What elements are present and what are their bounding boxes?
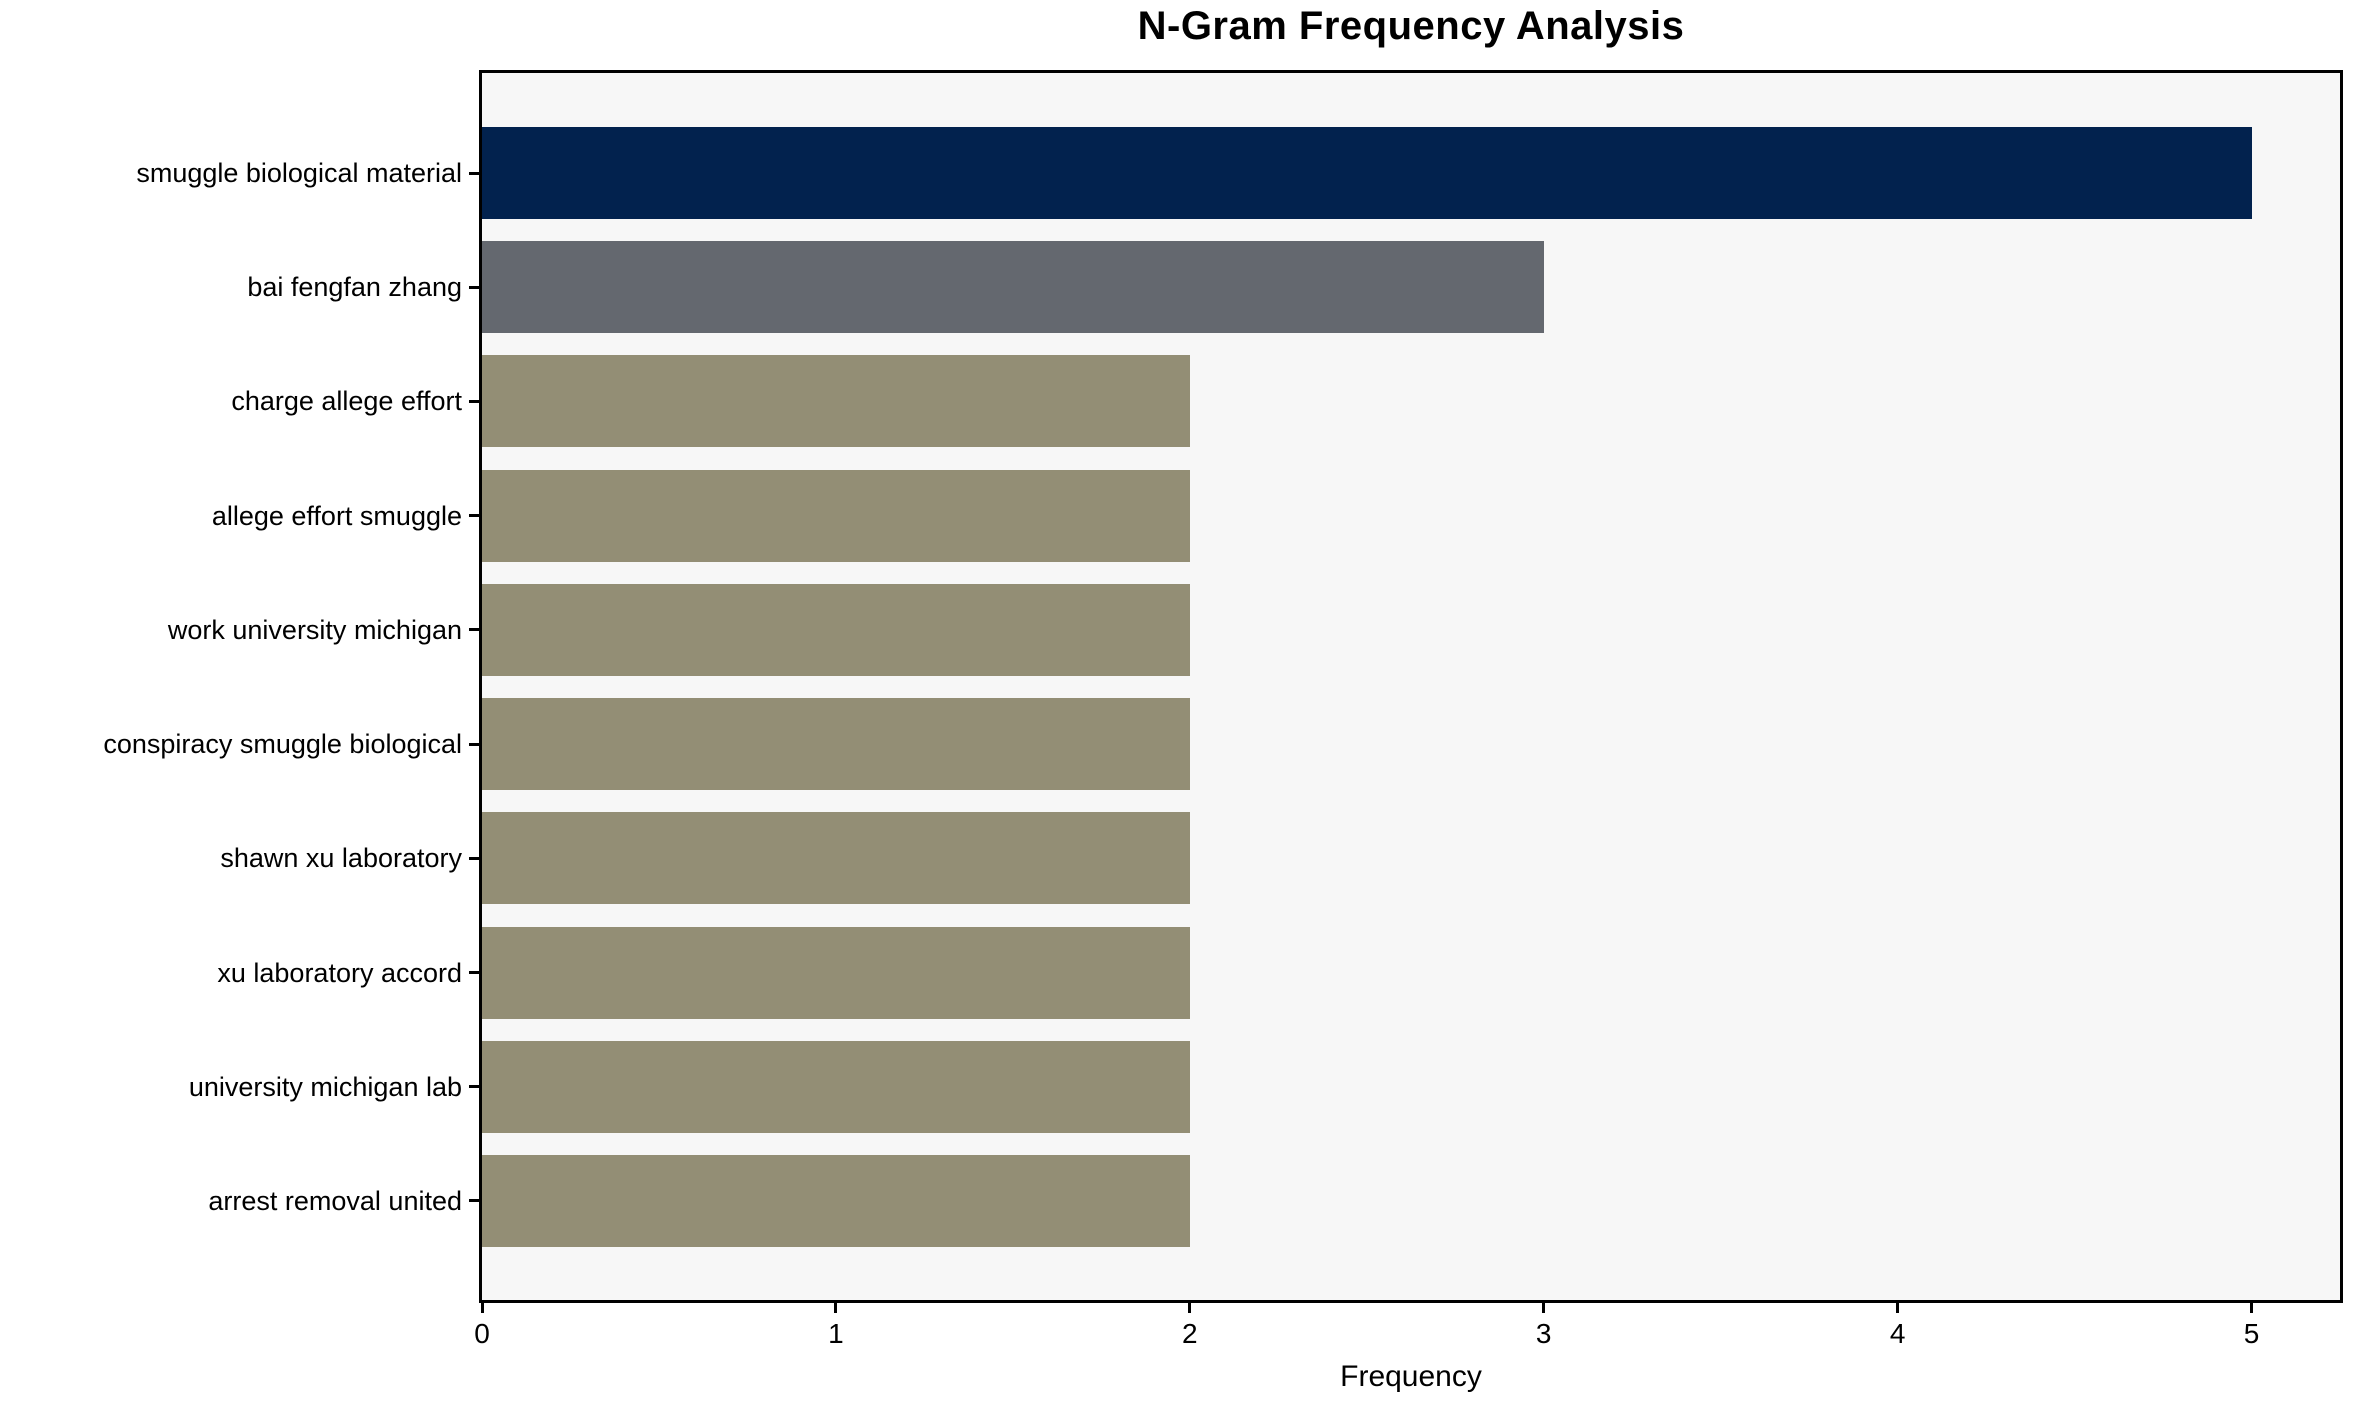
bar-7 bbox=[482, 926, 1190, 1019]
y-tick-label-0: smuggle biological material bbox=[136, 158, 462, 188]
x-tick-mark-2 bbox=[1188, 1303, 1192, 1313]
y-tick-mark-8 bbox=[469, 1085, 479, 1089]
x-tick-label-3: 3 bbox=[1535, 1318, 1552, 1349]
x-axis-title: Frequency bbox=[1340, 1360, 1482, 1393]
bar-1 bbox=[482, 241, 1544, 334]
y-tick-label-4: work university michigan bbox=[167, 614, 462, 645]
y-tick-label-9: arrest removal united bbox=[208, 1185, 462, 1216]
x-tick-mark-1 bbox=[834, 1303, 838, 1313]
bar-6 bbox=[482, 812, 1190, 905]
x-tick-mark-3 bbox=[1542, 1303, 1546, 1313]
bar-5 bbox=[482, 698, 1190, 791]
y-tick-mark-7 bbox=[469, 971, 479, 975]
plot-area bbox=[479, 70, 2343, 1303]
x-tick-label-2: 2 bbox=[1182, 1318, 1198, 1349]
y-tick-mark-0 bbox=[469, 171, 479, 175]
y-tick-mark-4 bbox=[469, 628, 479, 632]
bar-0 bbox=[482, 127, 2252, 219]
bar-4 bbox=[482, 583, 1190, 676]
x-tick-label-0: 0 bbox=[474, 1318, 490, 1349]
bar-2 bbox=[482, 355, 1190, 448]
y-tick-label-6: shawn xu laboratory bbox=[220, 843, 462, 874]
y-tick-label-2: charge allege effort bbox=[231, 386, 462, 417]
y-tick-label-8: university michigan lab bbox=[188, 1071, 462, 1102]
y-tick-label-5: conspiracy smuggle biological bbox=[103, 729, 462, 760]
bar-8 bbox=[482, 1040, 1190, 1133]
chart-title: N-Gram Frequency Analysis bbox=[1137, 4, 1685, 48]
bar-3 bbox=[482, 469, 1190, 562]
x-tick-label-4: 4 bbox=[1889, 1318, 1906, 1349]
y-tick-mark-1 bbox=[469, 285, 479, 289]
x-tick-label-5: 5 bbox=[2243, 1318, 2260, 1349]
y-tick-label-7: xu laboratory accord bbox=[217, 957, 462, 988]
y-tick-mark-2 bbox=[469, 399, 479, 403]
x-tick-mark-0 bbox=[480, 1303, 484, 1313]
y-tick-label-1: bai fengfan zhang bbox=[247, 272, 462, 303]
x-tick-mark-5 bbox=[2250, 1303, 2254, 1313]
y-tick-mark-6 bbox=[469, 856, 479, 860]
x-tick-label-1: 1 bbox=[828, 1318, 844, 1349]
y-tick-label-3: allege effort smuggle bbox=[211, 500, 462, 531]
x-tick-mark-4 bbox=[1896, 1303, 1900, 1313]
y-tick-mark-3 bbox=[469, 514, 479, 518]
y-tick-mark-9 bbox=[469, 1199, 479, 1203]
y-tick-mark-5 bbox=[469, 742, 479, 746]
bar-9 bbox=[482, 1154, 1190, 1247]
